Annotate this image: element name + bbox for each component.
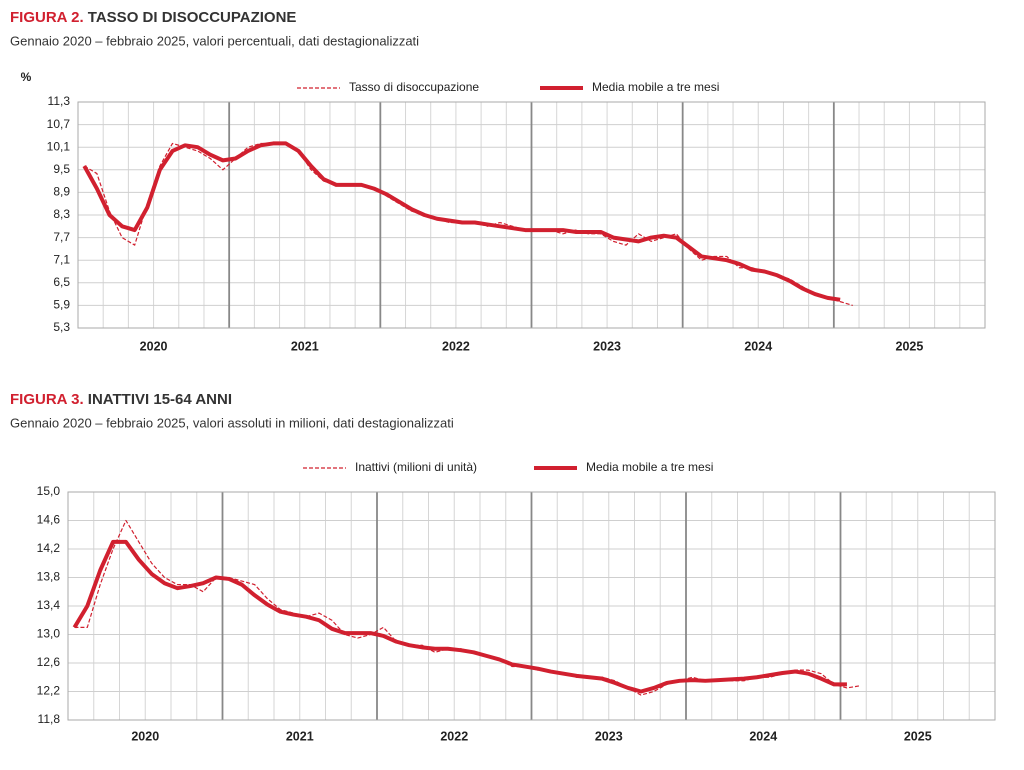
x-tick-label: 2021 (291, 339, 319, 353)
y-tick-label: 13,8 (37, 570, 61, 584)
y-tick-label: 8,9 (53, 185, 70, 199)
y-tick-label: 9,5 (53, 162, 70, 176)
legend-label: Media mobile a tre mesi (586, 460, 713, 474)
x-tick-label: 2025 (904, 729, 932, 743)
y-tick-label: 15,0 (37, 484, 61, 498)
chart-title: FIGURA 2. TASSO DI DISOCCUPAZIONE (10, 9, 296, 26)
subtitle: Gennaio 2020 – febbraio 2025, valori ass… (10, 415, 454, 430)
dashed-line (74, 519, 860, 696)
x-tick-label: 2024 (749, 729, 777, 743)
y-tick-label: 14,2 (37, 541, 61, 555)
y-tick-label: 7,7 (53, 230, 70, 244)
x-tick-label: 2022 (440, 729, 468, 743)
moving-average-line (72, 539, 847, 694)
y-tick-label: 6,5 (53, 275, 70, 289)
plot-frame (77, 101, 986, 329)
x-tick-label: 2025 (896, 339, 924, 353)
legend-label: Inattivi (milioni di unità) (355, 460, 477, 474)
x-tick-label: 2024 (744, 339, 772, 353)
y-tick-label: 7,1 (53, 252, 70, 266)
y-tick-label: 12,2 (37, 684, 61, 698)
y-tick-label: 11,3 (48, 94, 71, 108)
figure-label: FIGURA 3. (10, 391, 84, 408)
y-tick-label: 14,6 (37, 513, 61, 527)
legend-label: Media mobile a tre mesi (592, 80, 719, 94)
moving-average-line (82, 141, 841, 302)
x-tick-label: 2021 (286, 729, 314, 743)
y-tick-label: 8,3 (53, 207, 70, 221)
title-text: TASSO DI DISOCCUPAZIONE (88, 9, 297, 26)
y-tick-label: 13,4 (37, 598, 61, 612)
x-tick-label: 2020 (131, 729, 159, 743)
y-tick-label: 12,6 (37, 655, 61, 669)
title-text: INATTIVI 15-64 ANNI (88, 391, 232, 408)
figure-label: FIGURA 2. (10, 9, 84, 26)
y-tick-label: 11,8 (38, 712, 61, 726)
y-tick-label: 5,9 (53, 298, 70, 312)
legend-label: Tasso di disoccupazione (349, 80, 479, 94)
chart-title: FIGURA 3. INATTIVI 15-64 ANNI (10, 391, 232, 408)
plot-frame (67, 491, 996, 721)
y-unit: % (21, 70, 32, 84)
y-tick-label: 10,7 (47, 117, 71, 131)
y-tick-label: 10,1 (47, 139, 71, 153)
x-tick-label: 2023 (593, 339, 621, 353)
x-tick-label: 2022 (442, 339, 470, 353)
y-tick-label: 13,0 (37, 627, 61, 641)
x-tick-label: 2020 (140, 339, 168, 353)
y-tick-label: 5,3 (53, 320, 70, 334)
subtitle: Gennaio 2020 – febbraio 2025, valori per… (10, 33, 419, 48)
x-tick-label: 2023 (595, 729, 623, 743)
